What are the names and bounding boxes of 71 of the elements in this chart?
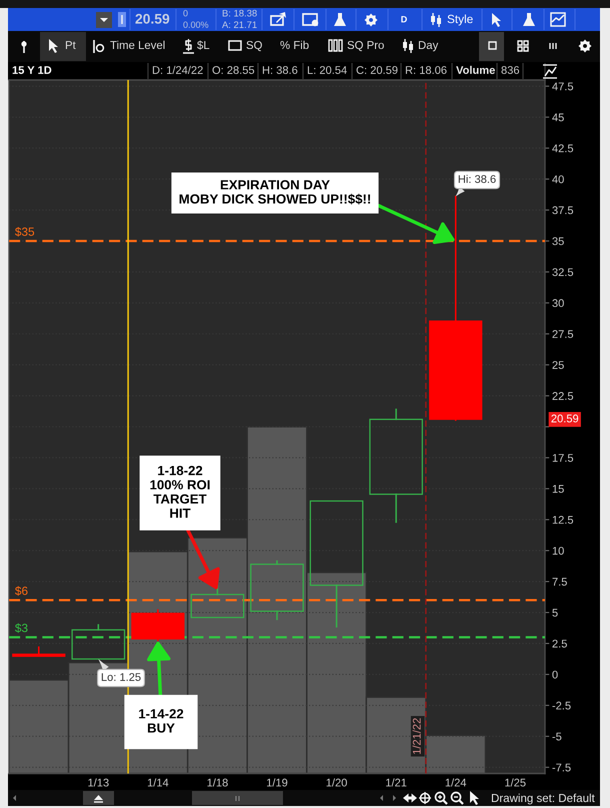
text: 20.59	[135, 14, 170, 24]
y-tick-label: 42.5	[552, 144, 574, 152]
text: O: 28.55	[212, 66, 254, 74]
y-tick-label: 5	[552, 608, 558, 617]
annotation: Lo: 1.25	[102, 673, 141, 681]
y-tick-label: 35	[552, 237, 564, 246]
x-tick-label: 1/13	[88, 778, 109, 787]
annotation: 1-18-22 100% ROI TARGET HIT	[150, 466, 210, 518]
annotation: EXPIRATION DAY MOBY DICK SHOWED UP!!$$!!	[180, 180, 370, 204]
y-tick-label: 7.5	[552, 578, 567, 586]
text: % Fib	[280, 40, 309, 50]
y-tick-label: 0	[552, 670, 558, 679]
text: 20.59	[551, 414, 578, 422]
text: D	[401, 16, 407, 22]
y-tick-label: 40	[552, 175, 564, 184]
y-tick-label: 22.5	[552, 392, 574, 400]
y-tick-label: 47.5	[552, 82, 574, 90]
y-tick-label: -7.5	[552, 764, 571, 772]
y-tick-label: -5	[552, 732, 562, 740]
text: 0.00%	[183, 22, 208, 28]
text: C: 20.59	[356, 66, 398, 74]
text: H: 38.6	[262, 66, 298, 74]
text: Time Level	[110, 40, 165, 50]
text: Drawing set: Default	[492, 794, 595, 804]
ref-line-label: 1/21/22	[412, 718, 421, 754]
y-tick-label: 2.5	[552, 640, 567, 648]
ref-line-label: $6	[15, 586, 28, 596]
text: 15 Y 1D	[12, 66, 52, 74]
y-tick-label: 37.5	[552, 206, 574, 214]
candlestick	[429, 196, 482, 420]
y-tick-label: -2.5	[552, 702, 571, 710]
annotation: Hi: 38.6	[458, 174, 496, 183]
candlestick	[310, 500, 364, 628]
text: $L	[197, 40, 210, 50]
y-tick-label: 27.5	[552, 330, 574, 338]
text: B: 18.38	[222, 10, 257, 17]
ref-line-label: $35	[15, 227, 34, 237]
candlestick	[131, 609, 185, 642]
candlestick	[250, 560, 304, 620]
text: R: 18.06	[406, 66, 447, 74]
y-tick-label: 30	[552, 299, 564, 308]
text: Day	[418, 41, 438, 52]
y-tick-label: 25	[552, 361, 564, 369]
text: SQ	[246, 40, 262, 52]
text: Volume	[456, 66, 495, 74]
y-tick-label: 10	[552, 546, 564, 555]
candlestick	[12, 646, 66, 657]
x-tick-label: 1/24	[446, 778, 466, 787]
x-tick-label: 1/19	[267, 778, 288, 787]
text: Pt	[66, 41, 76, 50]
candlestick	[72, 624, 126, 660]
text: D: 1/24/22	[152, 66, 203, 74]
x-tick-label: 1/25	[505, 778, 526, 787]
x-tick-label: 1/14	[148, 778, 168, 787]
text: Style	[448, 14, 473, 26]
annotation: 1-14-22 BUY	[139, 709, 184, 733]
y-tick-label: 32.5	[552, 268, 574, 276]
y-tick-label: 15	[552, 485, 564, 493]
x-tick-label: 1/21	[386, 778, 406, 787]
y-tick-label: 17.5	[552, 454, 574, 462]
text: 0	[183, 10, 188, 16]
x-tick-label: 1/18	[207, 778, 228, 787]
text: A: 21.71	[222, 21, 257, 28]
ref-line-label: $3	[15, 623, 28, 633]
text: L: 20.54	[308, 66, 347, 74]
y-tick-label: 45	[552, 114, 564, 122]
text: 836	[501, 66, 520, 74]
text: SQ Pro	[348, 40, 384, 52]
y-tick-label: 12.5	[552, 516, 574, 524]
x-tick-label: 1/20	[326, 778, 347, 787]
candlestick	[369, 408, 423, 523]
